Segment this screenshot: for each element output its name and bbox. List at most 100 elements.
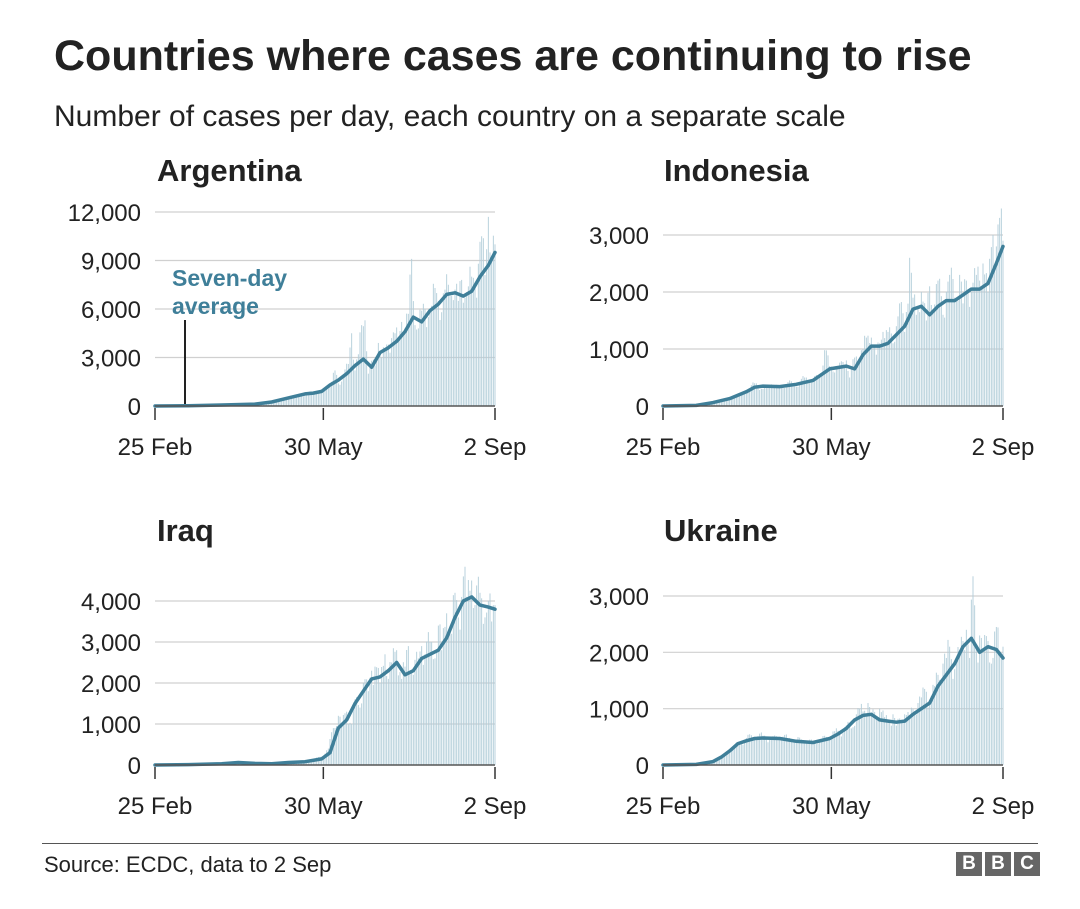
daily-bar <box>755 383 757 406</box>
daily-bar <box>362 326 364 406</box>
daily-bar <box>456 600 458 765</box>
daily-bar <box>889 327 891 406</box>
daily-bar <box>855 356 857 406</box>
daily-bar <box>367 691 369 765</box>
daily-bar <box>965 629 967 765</box>
daily-bar <box>827 355 829 406</box>
daily-bar <box>347 724 349 765</box>
daily-bar <box>474 605 476 765</box>
daily-bar <box>324 387 326 406</box>
daily-bar <box>880 712 882 765</box>
daily-bar <box>407 646 409 765</box>
daily-bar <box>884 338 886 406</box>
daily-bar <box>406 313 408 406</box>
daily-bar <box>404 328 406 406</box>
daily-bar <box>870 714 872 765</box>
daily-bar <box>974 605 976 765</box>
daily-bar <box>386 344 388 406</box>
daily-bar <box>949 646 951 765</box>
chart-title: Iraq <box>157 513 214 548</box>
daily-bar <box>286 397 288 406</box>
daily-bar <box>369 677 371 765</box>
x-tick-label: 2 Sep <box>464 793 527 820</box>
daily-bar <box>294 395 296 406</box>
daily-bar <box>429 309 431 406</box>
daily-bar <box>446 274 448 406</box>
daily-bar <box>717 400 719 406</box>
daily-bar <box>272 401 274 406</box>
daily-bar <box>999 652 1001 765</box>
bbc-logo-block-1: B <box>956 852 982 876</box>
daily-bar <box>834 731 836 765</box>
daily-bar <box>800 739 802 765</box>
daily-bar <box>780 739 782 765</box>
daily-bar <box>444 626 446 765</box>
y-tick-label: 0 <box>636 753 649 780</box>
daily-bar <box>739 393 741 406</box>
daily-bar <box>760 732 762 765</box>
daily-bar <box>802 376 804 406</box>
daily-bar <box>426 641 428 765</box>
daily-bar <box>870 337 872 406</box>
daily-bar <box>860 703 862 765</box>
daily-bar <box>434 658 436 765</box>
footer-divider <box>42 843 1038 844</box>
daily-bar <box>785 734 787 765</box>
daily-bar <box>959 652 961 765</box>
daily-bar <box>964 650 966 765</box>
daily-bar <box>775 736 777 765</box>
daily-bar <box>489 252 491 406</box>
daily-bar <box>914 711 916 765</box>
daily-bar <box>354 370 356 406</box>
daily-bar <box>962 303 964 406</box>
daily-bar <box>955 660 957 765</box>
daily-bar <box>719 400 721 406</box>
daily-bar <box>422 303 424 406</box>
daily-bar <box>382 665 384 765</box>
daily-bar <box>406 649 408 765</box>
daily-bar <box>764 735 766 765</box>
y-tick-label: 0 <box>128 753 141 780</box>
daily-bar <box>459 629 461 765</box>
daily-bar <box>344 369 346 406</box>
daily-bar <box>804 741 806 765</box>
daily-bar <box>989 258 991 406</box>
daily-bar <box>486 249 488 406</box>
daily-bar <box>859 708 861 765</box>
daily-bar <box>810 380 812 406</box>
daily-bar <box>880 339 882 406</box>
daily-bar <box>745 391 747 406</box>
daily-bar <box>276 400 278 406</box>
daily-bar <box>447 284 449 406</box>
daily-bar <box>740 392 742 406</box>
daily-bar <box>477 576 479 765</box>
daily-bar <box>364 679 366 765</box>
daily-bar <box>1002 646 1004 765</box>
daily-bar <box>885 715 887 765</box>
daily-bar <box>359 332 361 406</box>
daily-bar <box>799 382 801 406</box>
daily-bar <box>361 325 363 406</box>
daily-bar <box>854 357 856 406</box>
daily-bar <box>982 263 984 406</box>
daily-bar <box>462 302 464 406</box>
daily-bar <box>327 388 329 406</box>
y-tick-label: 3,000 <box>589 223 649 250</box>
daily-bar <box>980 637 982 765</box>
daily-bar <box>967 288 969 406</box>
daily-bar <box>409 274 411 406</box>
daily-bar <box>304 393 306 406</box>
daily-bar <box>432 659 434 765</box>
daily-bar <box>471 580 473 765</box>
daily-bar <box>857 708 859 765</box>
daily-bar <box>392 332 394 406</box>
daily-bar <box>820 374 822 406</box>
daily-bar <box>441 650 443 765</box>
daily-bar <box>895 326 897 406</box>
daily-bar <box>972 576 974 765</box>
daily-bar <box>317 391 319 406</box>
daily-bar <box>376 360 378 406</box>
daily-bar <box>394 651 396 765</box>
annotation-label: Seven-day <box>172 265 287 291</box>
daily-bar <box>894 341 896 406</box>
